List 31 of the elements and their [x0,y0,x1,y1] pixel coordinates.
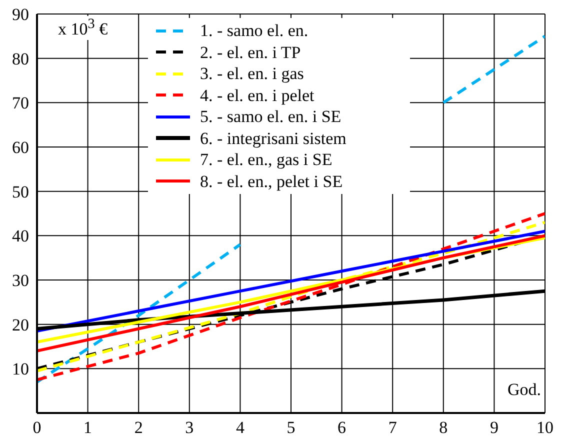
x-tick-label: 3 [185,418,194,438]
legend-label: 5. - samo el. en. i SE [200,106,342,128]
y-tick-label: 90 [12,5,29,24]
x-tick-label: 8 [439,418,448,438]
legend-label: 3. - el. en. i gas [200,63,304,84]
x-tick-label: 9 [490,418,498,438]
legend-label: 1. - samo el. en. [200,20,308,42]
y-tick-label: 40 [12,226,29,246]
y-tick-label: 80 [12,49,29,68]
y-tick-label: 10 [12,360,29,379]
legend-label: 2. - el. en. i TP [200,42,301,63]
x-tick-label: 0 [32,418,42,438]
y-tick-label: 70 [12,94,29,113]
y-tick-label: 60 [12,138,29,158]
legend-label: 7. - el. en., gas i SE [200,149,332,170]
annotation: x 10$^{3}$ € [58,16,108,40]
y-tick-label: 30 [12,271,29,290]
x-tick-label: 10 [536,418,554,438]
x-tick-label: 7 [388,418,398,438]
x-axis-title: God. [507,380,541,400]
x-tick-label: 1 [84,418,92,438]
line-series [37,230,545,332]
x-tick-label: 4 [236,418,245,438]
x-tick-label: 2 [134,418,143,438]
legend-label: 8. - el. en., pelet i SE [200,170,343,192]
y-tick-label: 20 [12,315,29,334]
x-tick-label: 6 [338,418,346,438]
x-tick-label: 5 [286,418,296,438]
legend-label: 6. - integrisani sistem [200,128,346,149]
legend-label: 4. - el. en. i pelet [200,84,314,106]
y-tick-label: 50 [12,182,29,202]
